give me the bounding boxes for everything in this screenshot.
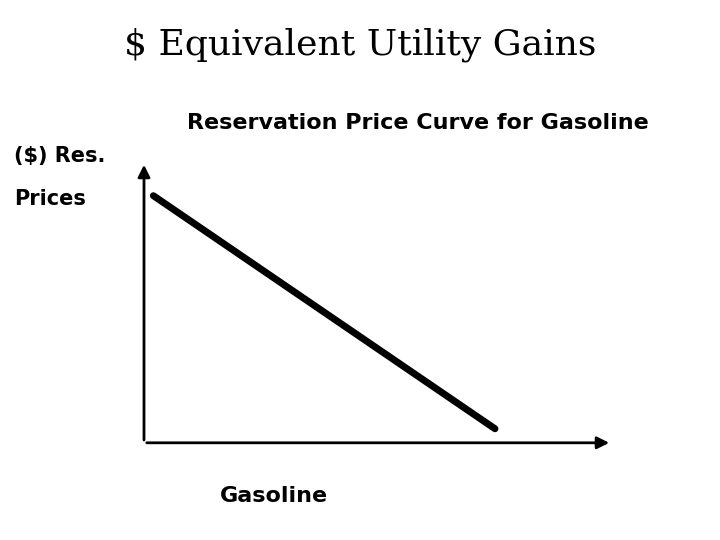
Text: $ Equivalent Utility Gains: $ Equivalent Utility Gains — [124, 27, 596, 62]
Text: Prices: Prices — [14, 189, 86, 209]
Text: Gasoline: Gasoline — [220, 486, 328, 506]
Text: ($) Res.: ($) Res. — [14, 146, 106, 166]
Text: Reservation Price Curve for Gasoline: Reservation Price Curve for Gasoline — [187, 113, 649, 133]
